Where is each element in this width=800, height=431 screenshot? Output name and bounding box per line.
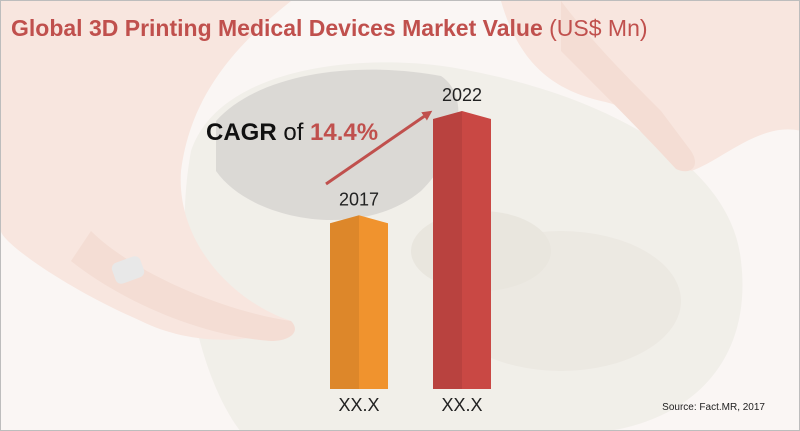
cagr-label: CAGR [206,119,277,146]
data-label-2022: XX.X [441,395,482,415]
bar-2022-left-face [433,111,462,389]
source-note: Source: Fact.MR, 2017 [662,402,765,413]
cagr-connector: of [283,119,303,146]
cagr-value: 14.4% [310,119,378,146]
cagr-annotation: CAGR of 14.4% [206,119,378,147]
bar-chart: 2017 XX.X 2022 XX.X [1,1,800,431]
tick-label-2022: 2022 [442,85,482,105]
infographic: Global 3D Printing Medical Devices Marke… [0,0,800,431]
data-label-2017: XX.X [338,395,379,415]
bar-2017-left-face [330,215,359,389]
bar-2022 [462,111,491,389]
tick-label-2017: 2017 [339,189,379,209]
bar-2017 [359,215,388,389]
